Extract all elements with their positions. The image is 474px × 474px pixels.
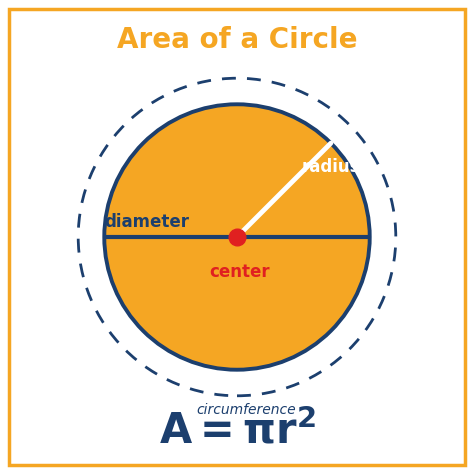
Text: circumference: circumference — [197, 403, 296, 417]
Text: $\mathbf{A = \pi r^2}$: $\mathbf{A = \pi r^2}$ — [159, 410, 315, 453]
Text: center: center — [209, 263, 270, 281]
Circle shape — [104, 104, 370, 370]
Text: Area of a Circle: Area of a Circle — [117, 26, 357, 55]
Text: diameter: diameter — [105, 213, 190, 231]
Text: radius: radius — [302, 157, 360, 175]
